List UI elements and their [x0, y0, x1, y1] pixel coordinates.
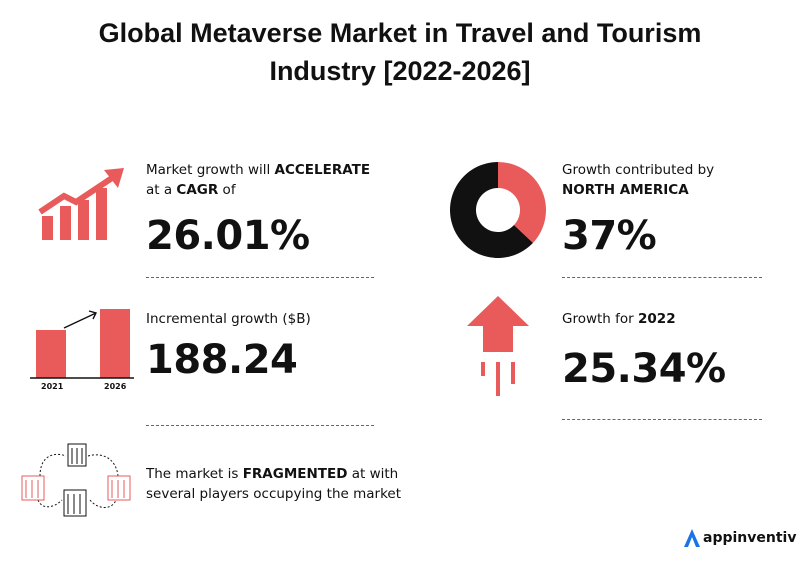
- donut-chart: [448, 160, 548, 260]
- divider-2: [562, 277, 762, 278]
- incremental-value: 188.24: [146, 337, 298, 383]
- north-america-line-2: NORTH AMERICA: [562, 182, 689, 198]
- cagr-caption: Market growth will ACCELERATE at a CAGR …: [146, 160, 406, 200]
- cagr-value: 26.01%: [146, 213, 310, 259]
- donut-slice-rest: [450, 162, 533, 258]
- rising-bars-icon: [38, 168, 128, 242]
- cagr-caption-bold: ACCELERATE: [274, 162, 371, 178]
- cagr-caption-2-pre: at a: [146, 182, 177, 198]
- page-title: Global Metaverse Market in Travel and To…: [0, 14, 800, 90]
- title-line-2: Industry [2022-2026]: [269, 56, 531, 86]
- buildings-network-icon: [16, 438, 134, 520]
- divider-3: [146, 425, 374, 426]
- donut-slice-north-america: [498, 162, 546, 243]
- fragmented-line-2: several players occupying the market: [146, 486, 402, 502]
- brand-logo: appinventiv: [684, 528, 796, 548]
- fragmented-post: at with: [347, 466, 399, 482]
- up-arrow-icon: [465, 296, 531, 398]
- cagr-caption-2-bold: CAGR: [176, 182, 219, 198]
- growth-2022-pre: Growth for: [562, 311, 639, 327]
- growth-2022-caption: Growth for 2022: [562, 309, 676, 329]
- fragmented-caption: The market is FRAGMENTED at with several…: [146, 464, 446, 504]
- bar-chart-icon: 2021 2026: [28, 300, 138, 392]
- tick-label-2026: 2026: [104, 382, 127, 391]
- cagr-caption-pre: Market growth will: [146, 162, 275, 178]
- bar-2021: [36, 330, 66, 378]
- bar-2026: [100, 309, 130, 378]
- fragmented-pre: The market is: [146, 466, 243, 482]
- cagr-caption-2-post: of: [218, 182, 236, 198]
- fragmented-bold: FRAGMENTED: [242, 466, 348, 482]
- north-america-caption: Growth contributed by NORTH AMERICA: [562, 160, 782, 200]
- growth-2022-value: 25.34%: [562, 346, 726, 392]
- incremental-caption: Incremental growth ($B): [146, 311, 311, 327]
- north-america-line-1: Growth contributed by: [562, 162, 715, 178]
- divider-1: [146, 277, 374, 278]
- title-line-1: Global Metaverse Market in Travel and To…: [98, 18, 702, 48]
- growth-2022-bold: 2022: [638, 311, 676, 327]
- tick-label-2021: 2021: [41, 382, 64, 391]
- divider-4: [562, 419, 762, 420]
- brand-logo-icon: [684, 529, 700, 547]
- brand-name: appinventiv: [703, 530, 797, 546]
- north-america-value: 37%: [562, 213, 657, 259]
